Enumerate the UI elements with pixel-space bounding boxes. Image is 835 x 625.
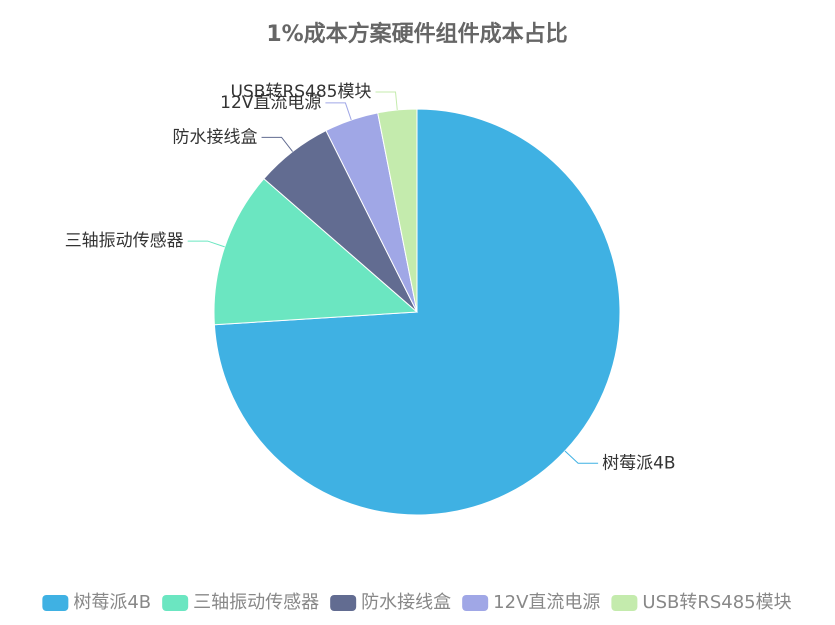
chart-title: 1%成本方案硬件组件成本占比 <box>266 21 567 47</box>
slice-label: USB转RS485模块 <box>231 82 372 102</box>
legend-swatch[interactable] <box>462 595 489 611</box>
slice-label: 防水接线盒 <box>173 127 258 147</box>
legend-label[interactable]: USB转RS485模块 <box>642 592 791 613</box>
label-line <box>375 91 398 111</box>
legend-swatch[interactable] <box>330 595 357 611</box>
label-line <box>261 136 293 152</box>
pie-slice <box>377 108 418 313</box>
pie-slice <box>213 178 419 326</box>
legend-swatch[interactable] <box>162 595 189 611</box>
legend-swatch[interactable] <box>611 595 638 611</box>
label-line <box>325 102 352 121</box>
slice-label: 三轴振动传感器 <box>65 231 184 251</box>
slice-label: 树莓派4B <box>602 453 675 473</box>
legend-label[interactable]: 12V直流电源 <box>493 592 600 613</box>
legend-label[interactable]: 防水接线盒 <box>361 592 451 613</box>
legend-label[interactable]: 树莓派4B <box>73 592 151 613</box>
legend-swatch[interactable] <box>42 595 69 611</box>
label-line <box>564 450 599 464</box>
slice-label: 12V直流电源 <box>220 93 321 113</box>
label-line <box>187 240 225 248</box>
legend-label[interactable]: 三轴振动传感器 <box>193 592 319 613</box>
